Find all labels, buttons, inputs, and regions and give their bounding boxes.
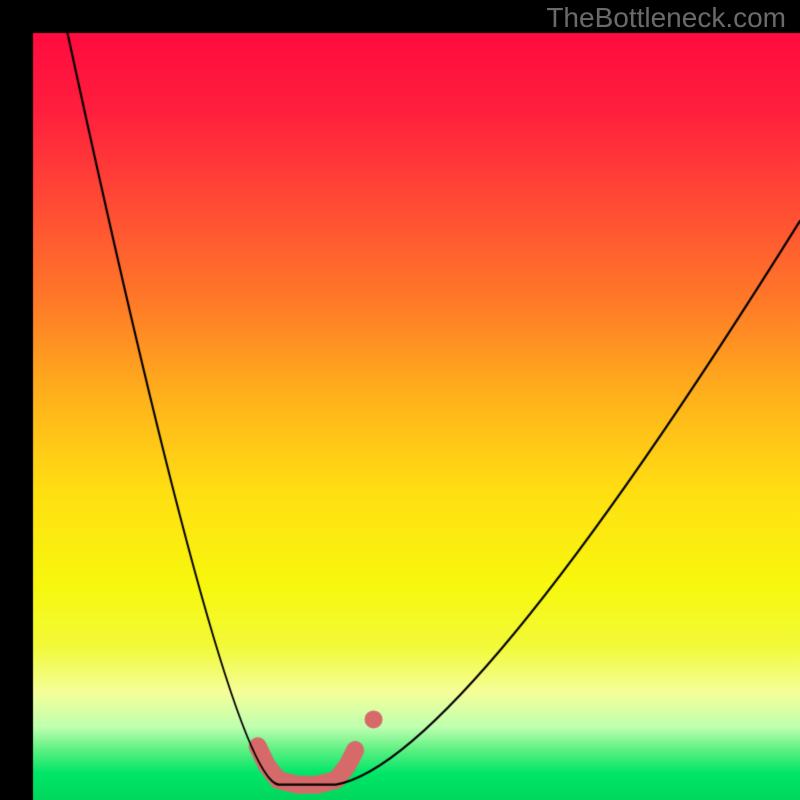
watermark-text: TheBottleneck.com bbox=[546, 2, 786, 34]
bottleneck-curve bbox=[0, 0, 800, 800]
chart-stage: TheBottleneck.com bbox=[0, 0, 800, 800]
